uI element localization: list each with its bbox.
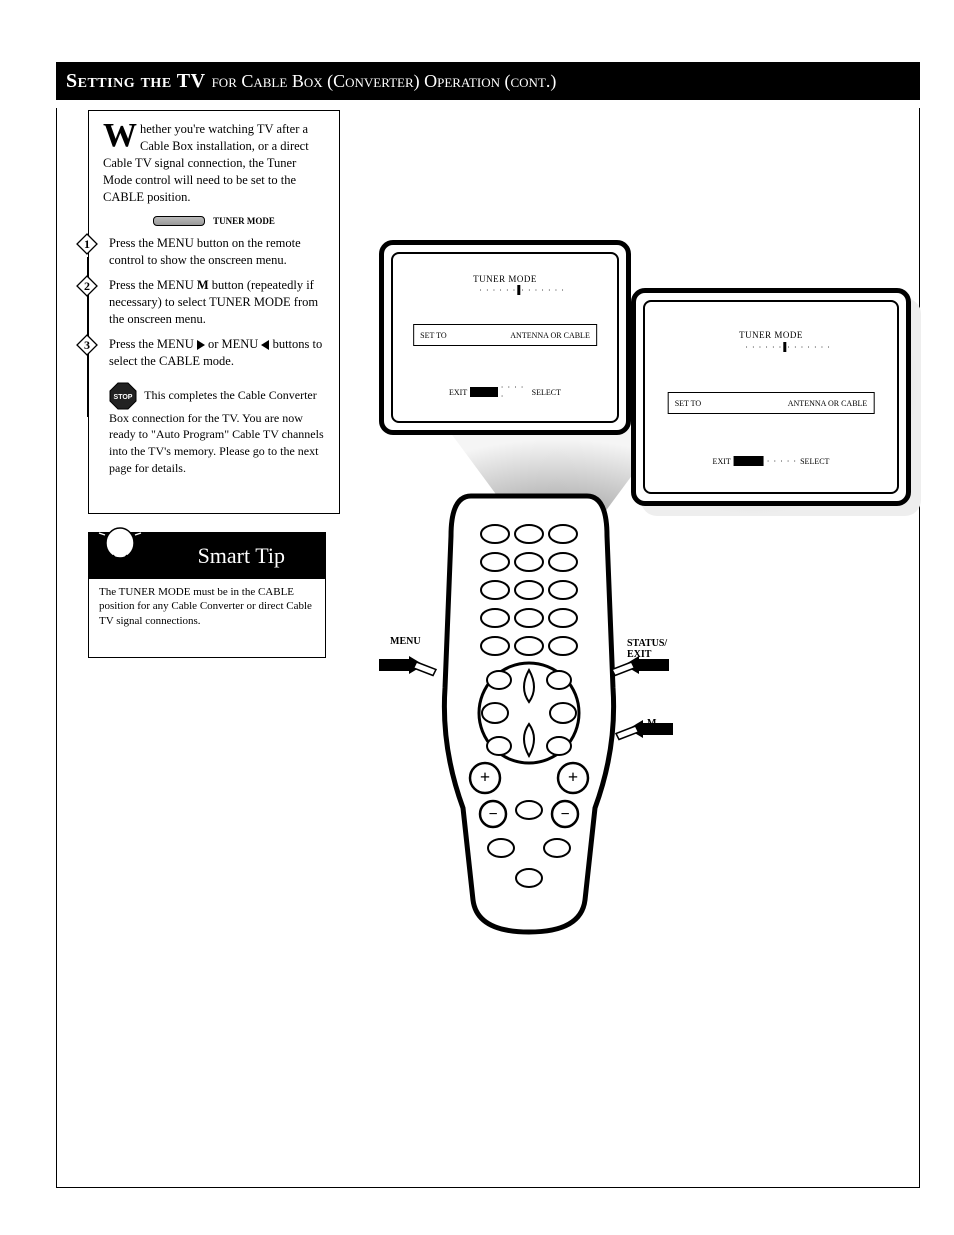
tuner-mode-label: TUNER MODE: [213, 216, 275, 226]
finger-menu: [379, 656, 439, 686]
header-sub: for Cable Box (Converter) Operation (con…: [212, 71, 557, 92]
content-frame: W hether you're watching TV after a Cabl…: [56, 108, 920, 1188]
svg-text:+: +: [568, 767, 578, 787]
svg-text:−: −: [560, 806, 569, 823]
callout-m: M: [647, 718, 656, 729]
tv1-msg-right: ANTENNA OR CABLE: [510, 331, 590, 340]
tv2-inner: TUNER MODE · · · · · ·· · · · · · · SET …: [643, 300, 899, 494]
step-3: 3 Press the MENU or MENU buttons to sele…: [89, 332, 339, 374]
step-2: 2 Press the MENU M button (repeatedly if…: [89, 273, 339, 332]
remote-control: + + − −: [437, 488, 621, 938]
dropcap: W: [103, 121, 140, 152]
tv2-exit-blk: [734, 456, 764, 466]
tv-screen-1: TUNER MODE · · · · · ·· · · · · · · SET …: [379, 240, 631, 435]
tv1-exit-blk: [470, 387, 498, 397]
tv2-msg-right: ANTENNA OR CABLE: [788, 399, 868, 408]
step-diamond-3: 3: [76, 334, 98, 356]
tv1-msg-left: SET TO: [420, 331, 446, 340]
section-header: Setting the TV for Cable Box (Converter)…: [56, 62, 920, 100]
step-diamond-2: 2: [76, 275, 98, 297]
tv2-exit-left: EXIT: [713, 457, 731, 466]
finger-m: [613, 720, 673, 750]
svg-text:+: +: [480, 767, 490, 787]
stop-block: STOP This completes the Cable Converter …: [89, 374, 339, 482]
tv2-exit-right: SELECT: [800, 457, 829, 466]
tri-right-icon: [197, 340, 205, 350]
svg-text:STOP: STOP: [114, 394, 133, 401]
smart-tip: Smart Tip The TUNER MODE must be in the …: [88, 532, 326, 658]
tv1-exit-left: EXIT: [449, 388, 467, 397]
tv1-inner: TUNER MODE · · · · · ·· · · · · · · SET …: [391, 252, 619, 423]
header-title: Setting the TV: [66, 70, 206, 93]
svg-text:−: −: [488, 806, 497, 823]
stop-text: This completes the Cable Converter Box c…: [109, 387, 324, 475]
tv2-exit: EXIT · · · · · SELECT: [713, 456, 830, 466]
tv-screen-2: TUNER MODE · · · · · ·· · · · · · · SET …: [631, 288, 911, 506]
step-3-text-a: Press the MENU: [109, 337, 197, 351]
instruction-card: W hether you're watching TV after a Cabl…: [88, 110, 340, 514]
tv1-slider: · · · · · ·· · · · · · ·: [479, 287, 565, 293]
tv1-msg: SET TO ANTENNA OR CABLE: [413, 324, 597, 346]
tv1-exit-right: SELECT: [532, 388, 561, 397]
tuner-mode-pill: [153, 216, 205, 226]
tv2-msg-left: SET TO: [675, 399, 701, 408]
step-1: 1 Press the MENU button on the remote co…: [89, 231, 339, 273]
step-2-text-a: Press the MENU: [109, 278, 197, 292]
tv1-exit: EXIT · · · · · SELECT: [449, 383, 561, 401]
tip-body: The TUNER MODE must be in the CABLE posi…: [89, 579, 325, 634]
tv2-label: TUNER MODE: [645, 330, 897, 340]
intro-text: W hether you're watching TV after a Cabl…: [89, 111, 339, 205]
bulb-icon: [97, 517, 143, 579]
finger-status: [609, 656, 669, 686]
tv2-msg: SET TO ANTENNA OR CABLE: [668, 392, 875, 414]
step-diamond-1: 1: [76, 233, 98, 255]
callout-menu: MENU: [390, 636, 421, 647]
stop-icon: STOP: [109, 382, 137, 410]
step-1-text: Press the MENU button on the remote cont…: [109, 236, 301, 267]
step-3-text-b: or MENU: [205, 337, 262, 351]
callout-status: STATUS/ EXIT: [627, 638, 667, 660]
tv1-label: TUNER MODE: [393, 274, 617, 284]
tv2-slider: · · · · · ·· · · · · · ·: [745, 344, 831, 350]
